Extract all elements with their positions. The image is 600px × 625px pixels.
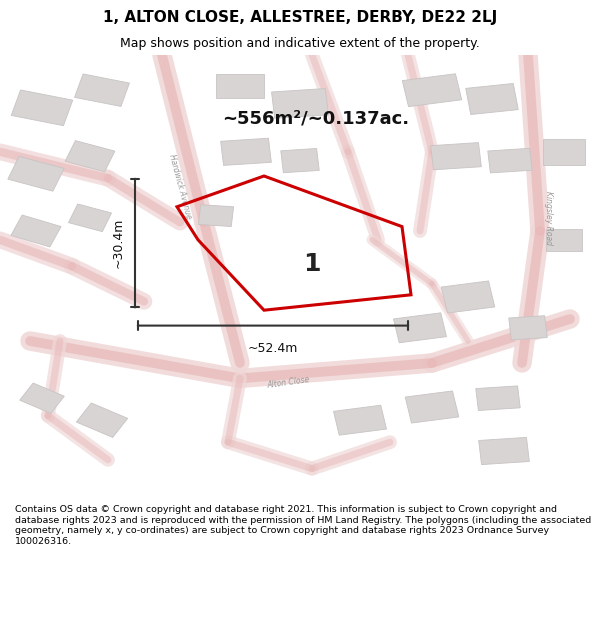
Text: ~52.4m: ~52.4m: [248, 342, 298, 356]
Polygon shape: [466, 84, 518, 114]
Polygon shape: [74, 74, 130, 106]
Polygon shape: [476, 386, 520, 411]
Polygon shape: [546, 229, 582, 251]
Polygon shape: [65, 141, 115, 172]
Polygon shape: [281, 149, 319, 173]
Polygon shape: [394, 313, 446, 342]
Polygon shape: [441, 281, 495, 313]
Polygon shape: [216, 74, 264, 98]
Text: 1, ALTON CLOSE, ALLESTREE, DERBY, DE22 2LJ: 1, ALTON CLOSE, ALLESTREE, DERBY, DE22 2…: [103, 10, 497, 25]
Text: ~30.4m: ~30.4m: [111, 218, 124, 268]
Polygon shape: [68, 204, 112, 232]
Polygon shape: [543, 139, 585, 165]
Polygon shape: [402, 74, 462, 107]
Polygon shape: [8, 156, 64, 191]
Polygon shape: [20, 383, 64, 413]
Polygon shape: [431, 142, 481, 170]
Polygon shape: [272, 89, 328, 118]
Polygon shape: [488, 148, 532, 173]
Text: Alton Close: Alton Close: [266, 376, 310, 390]
Text: Hardwick Avenue: Hardwick Avenue: [167, 154, 193, 221]
Polygon shape: [334, 405, 386, 435]
Text: Contains OS data © Crown copyright and database right 2021. This information is : Contains OS data © Crown copyright and d…: [15, 506, 591, 546]
Polygon shape: [76, 403, 128, 437]
Text: Kingsley Road: Kingsley Road: [545, 191, 554, 245]
Polygon shape: [509, 316, 547, 340]
Polygon shape: [199, 204, 233, 226]
Polygon shape: [479, 438, 529, 464]
Text: Map shows position and indicative extent of the property.: Map shows position and indicative extent…: [120, 38, 480, 51]
Polygon shape: [405, 391, 459, 423]
Polygon shape: [221, 138, 271, 166]
Text: 1: 1: [303, 252, 321, 276]
Polygon shape: [11, 215, 61, 247]
Polygon shape: [11, 90, 73, 126]
Text: ~556m²/~0.137ac.: ~556m²/~0.137ac.: [222, 110, 409, 128]
